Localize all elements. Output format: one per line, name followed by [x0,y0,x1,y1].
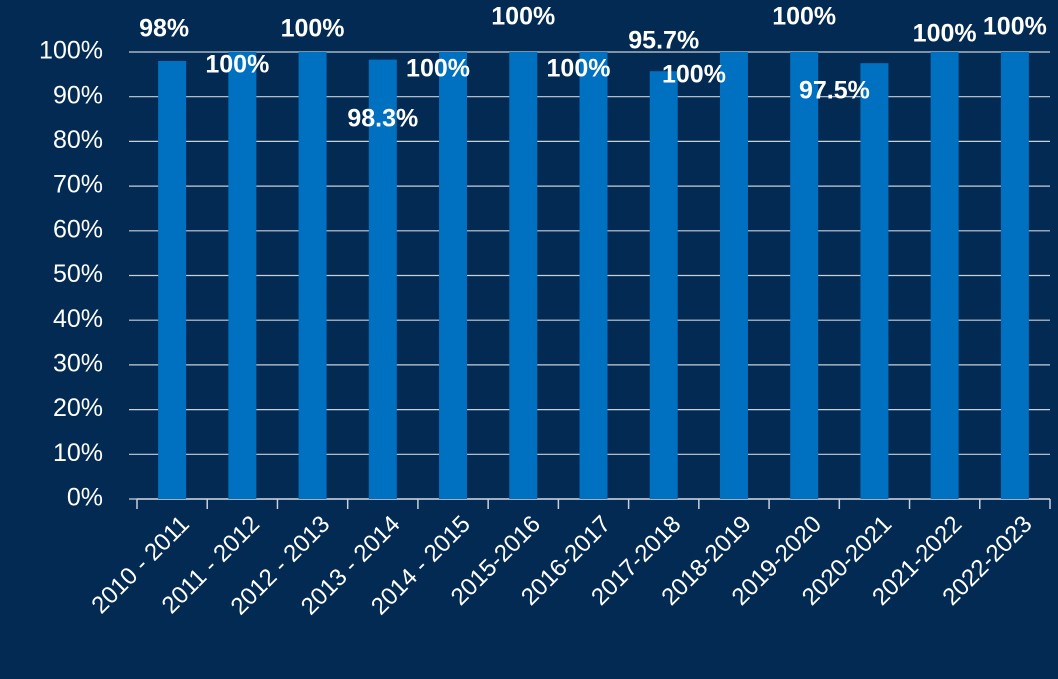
value-label: 100% [913,20,977,48]
y-tick-label: 40% [53,305,103,333]
value-label: 100% [983,13,1047,41]
y-tick-label: 10% [53,439,103,467]
y-tick-label: 90% [53,81,103,109]
bar [368,59,397,499]
value-label: 100% [772,3,836,31]
value-label: 95.7% [628,27,699,55]
y-tick-label: 20% [53,394,103,422]
bar [1000,52,1029,499]
bar [228,52,257,499]
value-label: 100% [406,55,470,83]
value-label: 98.3% [347,105,418,133]
value-label: 100% [491,3,555,31]
bar [790,52,819,499]
bar [579,52,608,499]
y-tick-label: 30% [53,350,103,378]
bar [439,52,468,499]
value-label: 100% [281,15,345,43]
value-label: 100% [547,55,611,83]
y-tick-label: 0% [67,484,103,512]
y-tick-label: 100% [39,37,103,65]
bar [649,71,678,499]
value-label: 100% [662,61,726,89]
y-tick-label: 60% [53,215,103,243]
bar [298,52,327,499]
bar [719,52,748,499]
value-label: 98% [139,15,189,43]
bar [930,52,959,499]
y-tick-label: 50% [53,260,103,288]
value-label: 100% [205,51,269,79]
value-label: 97.5% [799,77,870,105]
bar [158,60,187,499]
y-tick-label: 80% [53,126,103,154]
bar [509,52,538,499]
y-tick-label: 70% [53,171,103,199]
bar [860,63,889,500]
